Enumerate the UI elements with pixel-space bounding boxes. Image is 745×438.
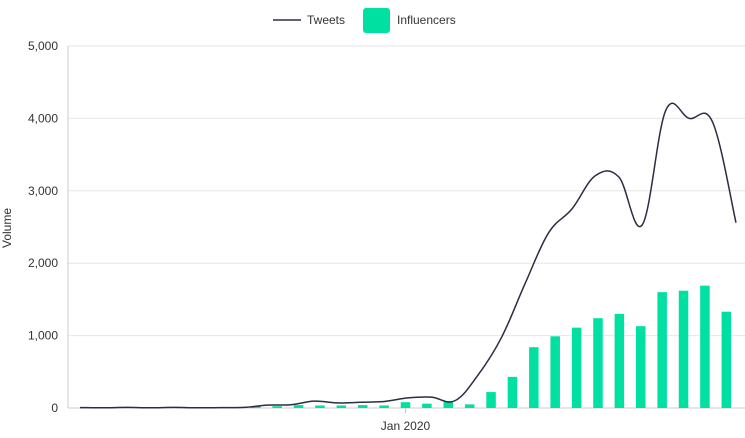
influencers-bar xyxy=(657,292,667,408)
influencers-bar xyxy=(379,405,389,408)
influencers-bar xyxy=(571,327,582,408)
influencers-bar xyxy=(614,313,625,408)
influencers-bar xyxy=(529,347,539,408)
influencers-bar xyxy=(700,285,710,408)
y-tick-label: 1,000 xyxy=(28,329,58,343)
influencers-bar xyxy=(636,326,646,408)
y-axis-title: Volume xyxy=(0,208,14,248)
legend-influencers-swatch xyxy=(363,8,390,33)
influencers-bar xyxy=(357,405,368,408)
influencers-bar xyxy=(486,392,496,408)
y-tick-label: 4,000 xyxy=(28,111,58,125)
influencers-bar xyxy=(507,376,518,408)
influencers-bar xyxy=(422,403,432,408)
influencers-bar xyxy=(593,318,603,408)
y-tick-label: 0 xyxy=(51,401,58,415)
influencers-bar xyxy=(464,404,475,408)
influencers-bar xyxy=(400,402,411,408)
influencers-bar xyxy=(678,290,689,408)
influencers-bar xyxy=(272,406,282,408)
influencers-bar xyxy=(443,401,454,408)
legend: Tweets Influencers xyxy=(273,8,456,33)
y-tick-labels: 0 1,000 2,000 3,000 4,000 5,000 xyxy=(28,39,58,415)
influencers-bar xyxy=(336,405,347,408)
legend-tweets-label: Tweets xyxy=(307,13,345,27)
influencers-bar xyxy=(721,311,732,408)
influencers-bar xyxy=(315,405,325,408)
legend-influencers-label: Influencers xyxy=(397,13,456,27)
x-tick-label: Jan 2020 xyxy=(381,419,431,433)
y-tick-label: 5,000 xyxy=(28,39,58,53)
influencers-bar xyxy=(251,406,261,408)
influencers-bar xyxy=(293,405,304,408)
tweets-line xyxy=(79,102,737,409)
y-tick-label: 3,000 xyxy=(28,184,58,198)
influencers-bar xyxy=(550,336,560,408)
y-tick-label: 2,000 xyxy=(28,256,58,270)
influencers-bars xyxy=(251,285,732,408)
